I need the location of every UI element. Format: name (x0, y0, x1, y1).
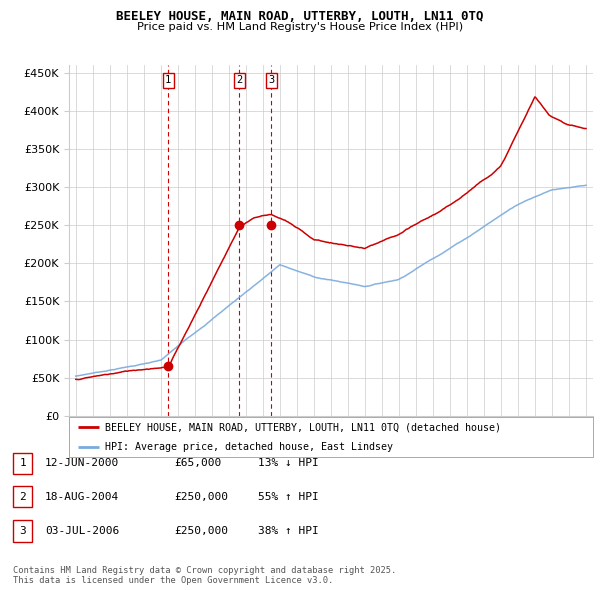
Text: 2: 2 (236, 76, 242, 86)
Text: £250,000: £250,000 (174, 492, 228, 502)
Text: £65,000: £65,000 (174, 458, 221, 468)
Text: BEELEY HOUSE, MAIN ROAD, UTTERBY, LOUTH, LN11 0TQ (detached house): BEELEY HOUSE, MAIN ROAD, UTTERBY, LOUTH,… (104, 422, 500, 432)
Text: 1: 1 (19, 458, 26, 468)
Text: 12-JUN-2000: 12-JUN-2000 (45, 458, 119, 468)
Text: Price paid vs. HM Land Registry's House Price Index (HPI): Price paid vs. HM Land Registry's House … (137, 22, 463, 32)
Text: £250,000: £250,000 (174, 526, 228, 536)
Text: 3: 3 (268, 76, 275, 86)
Text: 1: 1 (165, 76, 172, 86)
Text: 38% ↑ HPI: 38% ↑ HPI (258, 526, 319, 536)
Text: 03-JUL-2006: 03-JUL-2006 (45, 526, 119, 536)
Text: Contains HM Land Registry data © Crown copyright and database right 2025.
This d: Contains HM Land Registry data © Crown c… (13, 566, 397, 585)
Text: 55% ↑ HPI: 55% ↑ HPI (258, 492, 319, 502)
Text: 3: 3 (19, 526, 26, 536)
Text: 13% ↓ HPI: 13% ↓ HPI (258, 458, 319, 468)
Text: BEELEY HOUSE, MAIN ROAD, UTTERBY, LOUTH, LN11 0TQ: BEELEY HOUSE, MAIN ROAD, UTTERBY, LOUTH,… (116, 10, 484, 23)
Text: HPI: Average price, detached house, East Lindsey: HPI: Average price, detached house, East… (104, 442, 392, 452)
Text: 18-AUG-2004: 18-AUG-2004 (45, 492, 119, 502)
Text: 2: 2 (19, 492, 26, 502)
